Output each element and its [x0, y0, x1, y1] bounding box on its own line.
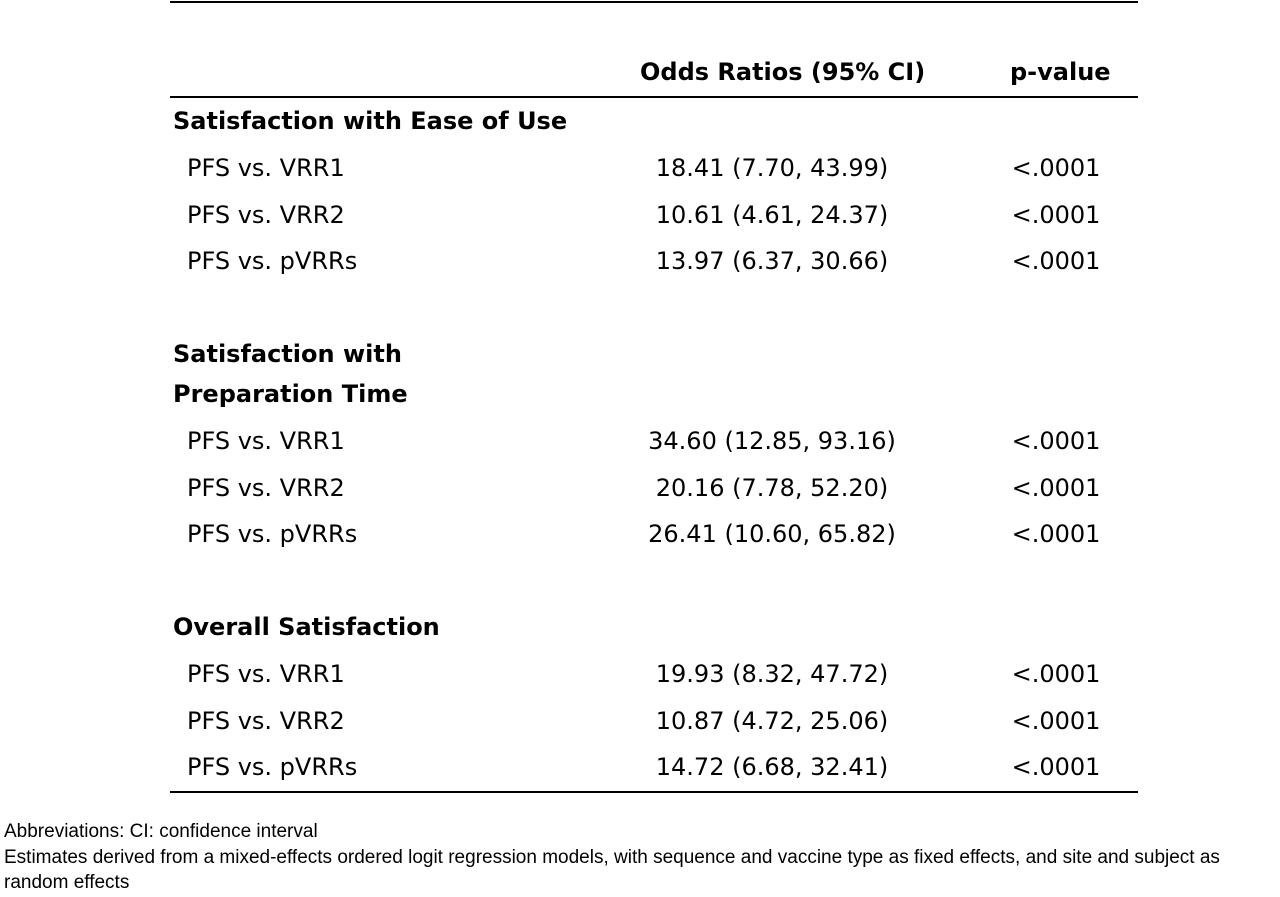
row-label: PFS vs. VRR1 [187, 154, 345, 182]
header-p-value: p-value [1010, 58, 1111, 86]
row-p-value: <.0001 [1011, 660, 1101, 688]
row-odds-ratio: 19.93 (8.32, 47.72) [655, 660, 889, 688]
table-top-rule [170, 1, 1138, 3]
section-title-overall: Overall Satisfaction [173, 613, 440, 641]
row-p-value: <.0001 [1011, 753, 1101, 781]
row-odds-ratio: 10.87 (4.72, 25.06) [655, 707, 889, 735]
row-label: PFS vs. pVRRs [187, 753, 358, 781]
row-label: PFS vs. VRR2 [187, 707, 345, 735]
row-odds-ratio: 26.41 (10.60, 65.82) [648, 520, 896, 548]
table-bottom-rule [170, 791, 1138, 793]
row-p-value: <.0001 [1011, 474, 1101, 502]
footnote-estimates: Estimates derived from a mixed-effects o… [4, 847, 1220, 893]
row-label: PFS vs. VRR2 [187, 201, 345, 229]
row-p-value: <.0001 [1011, 201, 1101, 229]
row-odds-ratio: 18.41 (7.70, 43.99) [655, 154, 889, 182]
row-label: PFS vs. VRR1 [187, 427, 345, 455]
row-odds-ratio: 20.16 (7.78, 52.20) [655, 474, 889, 502]
header-rule [170, 96, 1138, 98]
section-title-preparation-time: Satisfaction with Preparation Time [173, 340, 408, 408]
section-title-ease-of-use: Satisfaction with Ease of Use [173, 107, 568, 135]
row-p-value: <.0001 [1011, 247, 1101, 275]
row-p-value: <.0001 [1011, 707, 1101, 735]
row-p-value: <.0001 [1011, 427, 1101, 455]
row-label: PFS vs. VRR1 [187, 660, 345, 688]
row-odds-ratio: 10.61 (4.61, 24.37) [655, 201, 889, 229]
row-p-value: <.0001 [1011, 520, 1101, 548]
footnote-abbreviations: Abbreviations: CI: confidence interval [4, 821, 318, 842]
row-odds-ratio: 14.72 (6.68, 32.41) [655, 753, 889, 781]
row-label: PFS vs. pVRRs [187, 520, 358, 548]
row-label: PFS vs. VRR2 [187, 474, 345, 502]
row-odds-ratio: 34.60 (12.85, 93.16) [648, 427, 896, 455]
row-label: PFS vs. pVRRs [187, 247, 358, 275]
header-odds-ratio: Odds Ratios (95% CI) [640, 58, 926, 86]
row-odds-ratio: 13.97 (6.37, 30.66) [655, 247, 889, 275]
row-p-value: <.0001 [1011, 154, 1101, 182]
